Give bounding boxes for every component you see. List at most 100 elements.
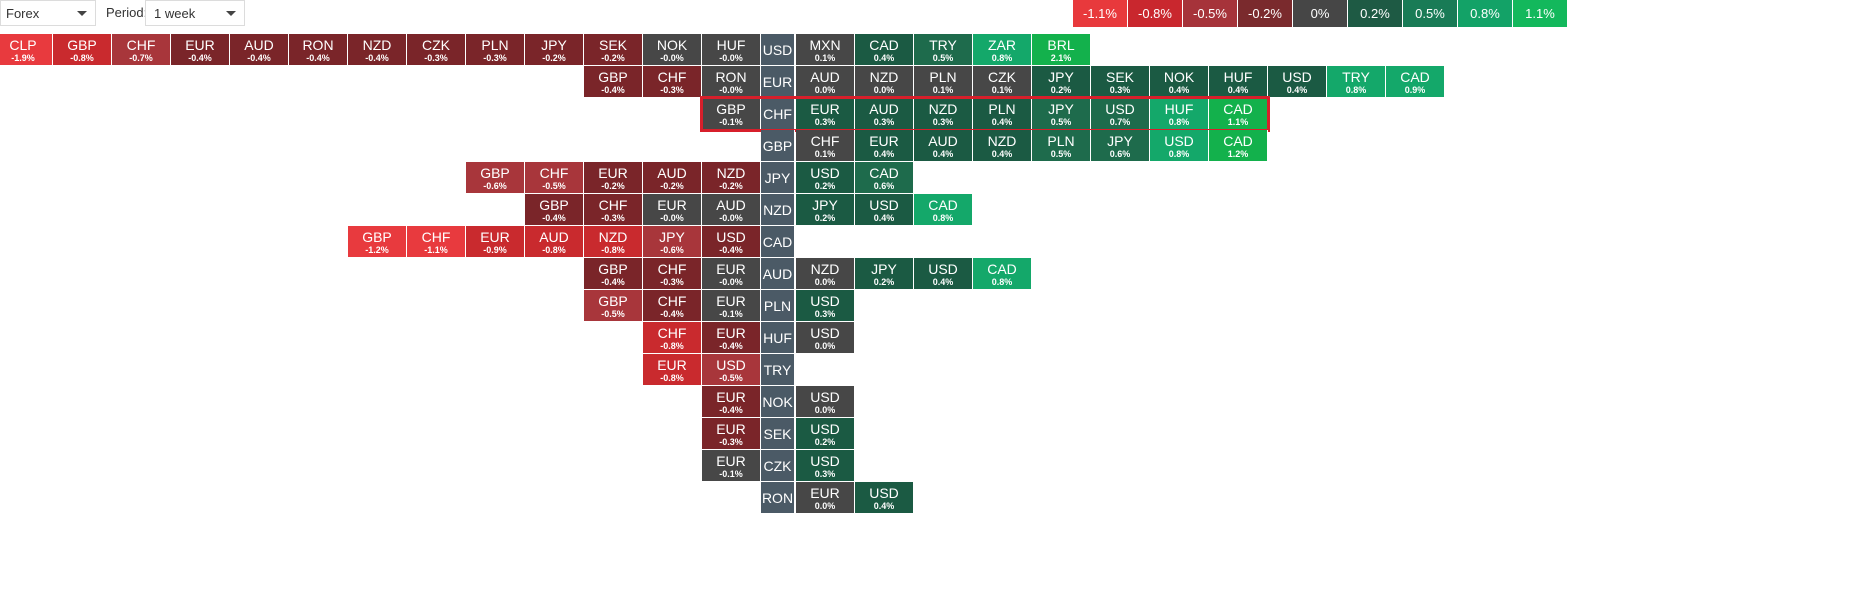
currency-tile[interactable]: USD 0.3% xyxy=(796,290,855,322)
currency-tile[interactable]: CHF -0.3% xyxy=(643,258,702,290)
currency-tile[interactable]: NZD -0.4% xyxy=(348,34,407,66)
currency-tile[interactable]: GBP -0.5% xyxy=(584,290,643,322)
currency-tile[interactable]: CAD 0.8% xyxy=(973,258,1032,290)
currency-tile[interactable]: CHF -0.8% xyxy=(643,322,702,354)
currency-tile[interactable]: EUR -0.4% xyxy=(702,386,761,418)
currency-tile[interactable]: EUR 0.3% xyxy=(796,98,855,130)
tile-change: -0.4% xyxy=(660,309,684,319)
currency-tile[interactable]: EUR 0.4% xyxy=(855,130,914,162)
currency-tile[interactable]: HUF 0.4% xyxy=(1209,66,1268,98)
currency-tile[interactable]: PLN 0.1% xyxy=(914,66,973,98)
currency-tile[interactable]: AUD -0.4% xyxy=(230,34,289,66)
currency-tile[interactable]: USD 0.0% xyxy=(796,386,855,418)
currency-tile[interactable]: GBP -0.4% xyxy=(525,194,584,226)
currency-tile[interactable]: BRL 2.1% xyxy=(1032,34,1091,66)
currency-tile[interactable]: GBP -1.2% xyxy=(348,226,407,258)
currency-tile[interactable]: CAD 1.2% xyxy=(1209,130,1268,162)
currency-tile[interactable]: JPY 0.2% xyxy=(855,258,914,290)
currency-tile[interactable]: GBP -0.1% xyxy=(702,98,761,130)
currency-tile[interactable]: AUD 0.0% xyxy=(796,66,855,98)
currency-tile[interactable]: PLN -0.3% xyxy=(466,34,525,66)
currency-tile[interactable]: AUD -0.0% xyxy=(702,194,761,226)
currency-tile[interactable]: NOK 0.4% xyxy=(1150,66,1209,98)
currency-tile[interactable]: USD 0.4% xyxy=(914,258,973,290)
currency-tile[interactable]: USD 0.7% xyxy=(1091,98,1150,130)
currency-tile[interactable]: CZK -0.3% xyxy=(407,34,466,66)
currency-tile[interactable]: CLP -1.9% xyxy=(0,34,53,66)
currency-tile[interactable]: NZD 0.4% xyxy=(973,130,1032,162)
currency-tile[interactable]: RON -0.4% xyxy=(289,34,348,66)
currency-tile[interactable]: PLN 0.5% xyxy=(1032,130,1091,162)
currency-tile[interactable]: CHF -0.7% xyxy=(112,34,171,66)
currency-tile[interactable]: AUD -0.2% xyxy=(643,162,702,194)
currency-tile[interactable]: NOK -0.0% xyxy=(643,34,702,66)
currency-tile[interactable]: EUR -0.9% xyxy=(466,226,525,258)
currency-tile[interactable]: PLN 0.4% xyxy=(973,98,1032,130)
currency-tile[interactable]: ZAR 0.8% xyxy=(973,34,1032,66)
currency-tile[interactable]: SEK 0.3% xyxy=(1091,66,1150,98)
tile-currency: RON xyxy=(302,37,334,53)
currency-tile[interactable]: CHF 0.1% xyxy=(796,130,855,162)
currency-tile[interactable]: EUR -0.2% xyxy=(584,162,643,194)
currency-tile[interactable]: EUR 0.0% xyxy=(796,482,855,514)
currency-tile[interactable]: EUR -0.1% xyxy=(702,290,761,322)
currency-tile[interactable]: HUF 0.8% xyxy=(1150,98,1209,130)
currency-tile[interactable]: AUD 0.4% xyxy=(914,130,973,162)
currency-tile[interactable]: EUR -0.4% xyxy=(171,34,230,66)
currency-tile[interactable]: NZD -0.2% xyxy=(702,162,761,194)
currency-tile[interactable]: SEK -0.2% xyxy=(584,34,643,66)
currency-tile[interactable]: HUF -0.0% xyxy=(702,34,761,66)
currency-tile[interactable]: MXN 0.1% xyxy=(796,34,855,66)
currency-tile[interactable]: GBP -0.8% xyxy=(53,34,112,66)
currency-tile[interactable]: USD -0.4% xyxy=(702,226,761,258)
currency-tile[interactable]: CAD 0.6% xyxy=(855,162,914,194)
currency-tile[interactable]: CAD 0.4% xyxy=(855,34,914,66)
currency-tile[interactable]: JPY 0.2% xyxy=(1032,66,1091,98)
currency-tile[interactable]: EUR -0.8% xyxy=(643,354,702,386)
currency-tile[interactable]: TRY 0.5% xyxy=(914,34,973,66)
currency-tile[interactable]: USD 0.2% xyxy=(796,162,855,194)
currency-tile[interactable]: GBP -0.4% xyxy=(584,66,643,98)
currency-tile[interactable]: JPY -0.6% xyxy=(643,226,702,258)
currency-tile[interactable]: RON -0.0% xyxy=(702,66,761,98)
currency-tile[interactable]: NZD -0.8% xyxy=(584,226,643,258)
currency-tile[interactable]: CAD 0.9% xyxy=(1386,66,1445,98)
currency-tile[interactable]: USD 0.4% xyxy=(855,194,914,226)
currency-tile[interactable]: NZD 0.3% xyxy=(914,98,973,130)
currency-tile[interactable]: USD 0.4% xyxy=(1268,66,1327,98)
market-select[interactable]: Forex xyxy=(0,0,96,26)
tile-currency: USD xyxy=(716,357,746,373)
currency-tile[interactable]: CAD 1.1% xyxy=(1209,98,1268,130)
currency-tile[interactable]: CZK 0.1% xyxy=(973,66,1032,98)
period-select[interactable]: 1 week xyxy=(145,0,245,26)
currency-tile[interactable]: USD 0.8% xyxy=(1150,130,1209,162)
currency-tile[interactable]: CHF -0.5% xyxy=(525,162,584,194)
currency-tile[interactable]: EUR -0.3% xyxy=(702,418,761,450)
currency-tile[interactable]: GBP -0.6% xyxy=(466,162,525,194)
tile-currency: PLN xyxy=(929,69,957,85)
currency-tile[interactable]: AUD 0.3% xyxy=(855,98,914,130)
currency-tile[interactable]: AUD -0.8% xyxy=(525,226,584,258)
currency-tile[interactable]: NZD 0.0% xyxy=(796,258,855,290)
currency-tile[interactable]: NZD 0.0% xyxy=(855,66,914,98)
currency-tile[interactable]: EUR -0.4% xyxy=(702,322,761,354)
currency-tile[interactable]: JPY 0.6% xyxy=(1091,130,1150,162)
currency-tile[interactable]: JPY 0.5% xyxy=(1032,98,1091,130)
currency-tile[interactable]: CHF -1.1% xyxy=(407,226,466,258)
currency-tile[interactable]: EUR -0.0% xyxy=(643,194,702,226)
currency-tile[interactable]: CHF -0.3% xyxy=(584,194,643,226)
currency-tile[interactable]: USD 0.3% xyxy=(796,450,855,482)
currency-tile[interactable]: EUR -0.1% xyxy=(702,450,761,482)
currency-tile[interactable]: CHF -0.4% xyxy=(643,290,702,322)
currency-tile[interactable]: USD -0.5% xyxy=(702,354,761,386)
currency-tile[interactable]: USD 0.0% xyxy=(796,322,855,354)
currency-tile[interactable]: GBP -0.4% xyxy=(584,258,643,290)
currency-tile[interactable]: EUR -0.0% xyxy=(702,258,761,290)
currency-tile[interactable]: USD 0.4% xyxy=(855,482,914,514)
currency-tile[interactable]: JPY 0.2% xyxy=(796,194,855,226)
currency-tile[interactable]: TRY 0.8% xyxy=(1327,66,1386,98)
currency-tile[interactable]: JPY -0.2% xyxy=(525,34,584,66)
currency-tile[interactable]: CAD 0.8% xyxy=(914,194,973,226)
currency-tile[interactable]: USD 0.2% xyxy=(796,418,855,450)
currency-tile[interactable]: CHF -0.3% xyxy=(643,66,702,98)
